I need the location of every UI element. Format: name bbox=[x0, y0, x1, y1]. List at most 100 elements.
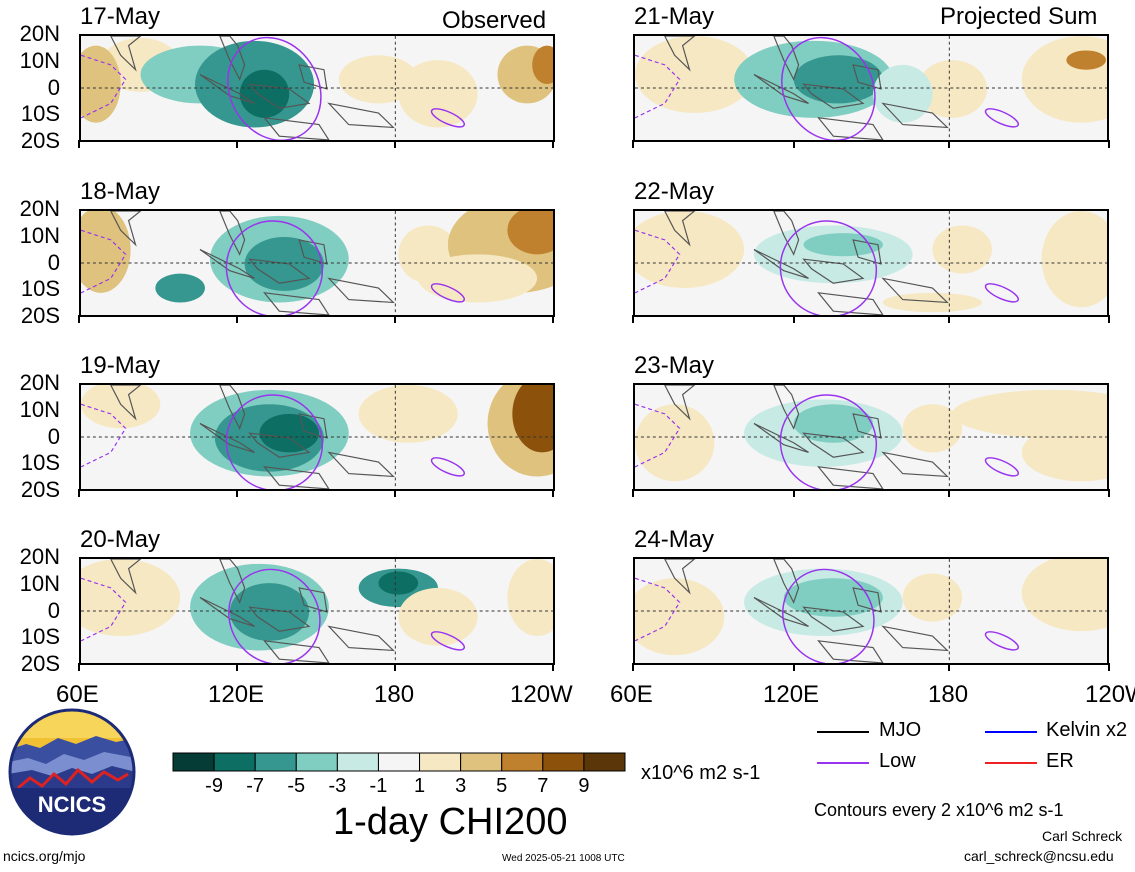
lon-tick bbox=[236, 489, 238, 497]
coastline bbox=[219, 36, 246, 81]
anomaly-region bbox=[635, 578, 725, 656]
lon-tick bbox=[632, 489, 634, 497]
legend-label-kelvin: Kelvin x2 bbox=[1046, 719, 1128, 741]
anomaly-region bbox=[398, 587, 478, 646]
low-contour bbox=[430, 283, 466, 303]
coastline bbox=[110, 559, 142, 595]
colorbar-swatch bbox=[172, 752, 215, 772]
lon-tick bbox=[793, 489, 795, 497]
anomaly-region bbox=[507, 559, 553, 637]
lat-label: 10S bbox=[20, 101, 60, 126]
anomaly-region bbox=[932, 225, 992, 274]
low-contour-dashed bbox=[635, 403, 681, 468]
coastline bbox=[664, 559, 696, 595]
low-contour bbox=[779, 220, 878, 315]
coastline bbox=[817, 640, 884, 663]
coastline bbox=[817, 466, 884, 489]
colorbar-swatch bbox=[254, 752, 297, 772]
coastline bbox=[852, 587, 882, 613]
low-contour bbox=[228, 568, 321, 663]
coastline bbox=[263, 117, 330, 140]
coastline bbox=[298, 64, 328, 90]
lon-tick bbox=[793, 140, 795, 148]
lon-tick bbox=[552, 663, 554, 671]
anomaly-region bbox=[378, 571, 419, 595]
anomaly-region bbox=[532, 45, 553, 85]
lat-label: 10N bbox=[19, 571, 60, 596]
lat-label: 10N bbox=[19, 223, 60, 248]
coastline bbox=[110, 385, 142, 421]
anomaly-region bbox=[418, 254, 538, 303]
anomaly-region bbox=[783, 578, 883, 617]
lat-label: 10S bbox=[20, 624, 60, 649]
column-title-projected: Projected Sum bbox=[940, 3, 1098, 30]
map-field bbox=[635, 559, 1107, 663]
anomaly-region bbox=[358, 385, 458, 443]
lon-label: 120E bbox=[763, 681, 820, 708]
lon-tick bbox=[632, 315, 634, 323]
lon-tick bbox=[793, 315, 795, 323]
map-field bbox=[81, 559, 553, 663]
colorbar-tick-label: -5 bbox=[287, 775, 306, 797]
anomaly-region bbox=[1041, 211, 1107, 308]
coastline bbox=[664, 36, 696, 72]
anomaly-region bbox=[229, 583, 310, 641]
column-title-observed: Observed bbox=[442, 7, 547, 34]
coastline bbox=[327, 451, 395, 478]
footer-timestamp: Wed 2025-05-21 1008 UTC bbox=[502, 853, 625, 864]
lon-tick bbox=[948, 663, 950, 671]
panel-date-label: 24-May bbox=[634, 526, 715, 553]
map-panel bbox=[633, 209, 1109, 317]
colorbar-swatch bbox=[295, 752, 338, 772]
anomaly-region bbox=[882, 292, 983, 313]
anomaly-region bbox=[917, 60, 988, 118]
panel-date-label: 17-May bbox=[80, 3, 161, 30]
panel-date-label: 21-May bbox=[634, 3, 715, 30]
panel-date-label: 20-May bbox=[80, 526, 161, 553]
coastline bbox=[881, 451, 949, 478]
anomaly-region bbox=[155, 273, 205, 303]
lon-label: 120W bbox=[1085, 683, 1135, 707]
coastline bbox=[773, 211, 800, 256]
lat-label: 20S bbox=[20, 651, 60, 676]
legend: MJO Kelvin x2 Low ER bbox=[817, 719, 1135, 779]
anomaly-region bbox=[259, 413, 319, 453]
coastline bbox=[248, 432, 311, 458]
low-contour bbox=[781, 36, 876, 140]
coastline bbox=[110, 211, 142, 247]
coastline bbox=[852, 413, 882, 439]
coastline bbox=[298, 239, 328, 265]
lat-label: 0 bbox=[47, 250, 60, 275]
colorbar-tick-label: -1 bbox=[369, 775, 388, 797]
anomaly-region bbox=[902, 573, 963, 622]
lon-label: 60E bbox=[56, 681, 99, 708]
coastline bbox=[248, 83, 311, 109]
coastline bbox=[852, 64, 882, 90]
low-contour bbox=[984, 108, 1020, 128]
anomaly-region bbox=[244, 237, 324, 291]
lon-tick bbox=[632, 140, 634, 148]
lon-tick bbox=[552, 140, 554, 148]
anomaly-region bbox=[1021, 559, 1107, 632]
footer-url[interactable]: ncics.org/mjo bbox=[3, 848, 86, 864]
panel-date-label: 22-May bbox=[634, 178, 715, 205]
anomaly-region bbox=[398, 60, 478, 128]
map-panel bbox=[79, 383, 555, 491]
lat-label: 20N bbox=[19, 196, 60, 221]
lat-label: 0 bbox=[47, 424, 60, 449]
footer-author: Carl Schreck bbox=[1042, 828, 1123, 844]
map-field bbox=[635, 385, 1107, 489]
anomaly-region bbox=[507, 211, 553, 255]
lon-tick bbox=[552, 315, 554, 323]
coastline bbox=[219, 211, 246, 256]
lat-label: 0 bbox=[47, 75, 60, 100]
footer-email[interactable]: carl_schreck@ncsu.edu bbox=[964, 848, 1114, 864]
lat-label: 20N bbox=[19, 370, 60, 395]
anomaly-region bbox=[81, 385, 161, 429]
colorbar-tick-label: 3 bbox=[455, 775, 467, 797]
map-field bbox=[81, 385, 553, 489]
lon-tick bbox=[1108, 663, 1110, 671]
lon-tick bbox=[394, 663, 396, 671]
anomaly-region bbox=[793, 55, 883, 104]
colorbar-tick-label: -3 bbox=[328, 775, 347, 797]
